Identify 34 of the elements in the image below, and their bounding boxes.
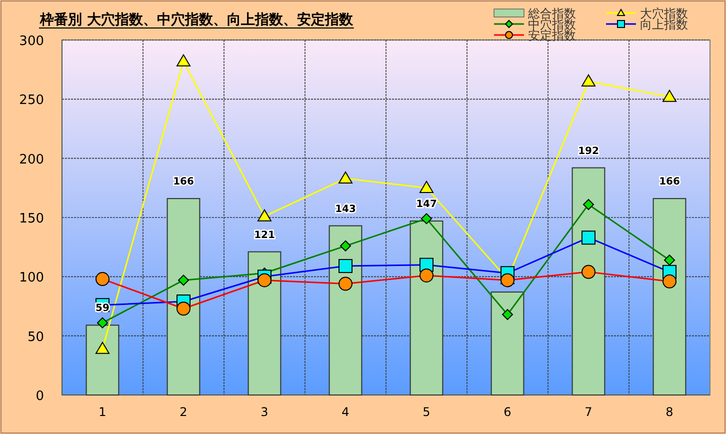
y-tick-label: 0: [36, 389, 44, 404]
point: [176, 54, 190, 66]
data-label: 166: [173, 176, 194, 188]
x-tick-label: 6: [504, 405, 512, 419]
legend-label: 安定指数: [528, 28, 576, 42]
point: [582, 74, 596, 86]
data-label: 192: [578, 146, 599, 157]
chart-title: 枠番別 大穴指数、中穴指数、向上指数、安定指数: [39, 11, 354, 28]
y-tick-label: 50: [27, 330, 44, 345]
y-tick-label: 100: [19, 270, 44, 286]
data-label: 147: [416, 199, 437, 210]
x-tick-label: 8: [666, 405, 674, 419]
data-label: 121: [254, 230, 275, 241]
y-tick-label: 150: [19, 212, 44, 226]
x-tick-label: 1: [98, 405, 106, 419]
y-tick-label: 300: [19, 34, 44, 49]
point: [662, 90, 676, 102]
legend-label: 総合指数: [527, 6, 576, 20]
x-tick-label: 7: [584, 405, 592, 419]
legend-label: 中穴指数: [528, 18, 576, 32]
point: [420, 180, 434, 193]
point: [338, 171, 352, 184]
legend-label: 大穴指数: [640, 6, 688, 20]
y-tick-label: 250: [19, 93, 44, 108]
data-label: 143: [335, 204, 356, 215]
legend-label: 向上指数: [640, 18, 688, 32]
point: [258, 209, 272, 222]
x-tick-label: 4: [342, 405, 350, 419]
point: [96, 342, 110, 354]
x-tick-label: 5: [422, 405, 430, 419]
x-tick-label: 3: [260, 405, 268, 419]
data-label: 166: [659, 176, 680, 188]
x-tick-label: 2: [180, 405, 188, 419]
y-tick-label: 200: [19, 152, 44, 168]
